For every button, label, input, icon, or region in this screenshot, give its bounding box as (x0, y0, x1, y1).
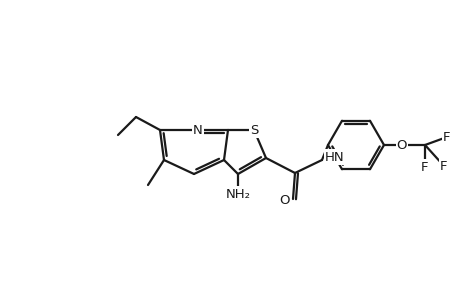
Text: F: F (439, 160, 447, 172)
Text: O: O (279, 194, 290, 208)
Text: N: N (193, 124, 202, 136)
Text: NH₂: NH₂ (225, 188, 250, 200)
Text: O: O (396, 139, 406, 152)
Text: S: S (249, 124, 257, 136)
Text: HN: HN (325, 151, 344, 164)
Text: F: F (420, 160, 428, 173)
Text: F: F (442, 130, 450, 143)
